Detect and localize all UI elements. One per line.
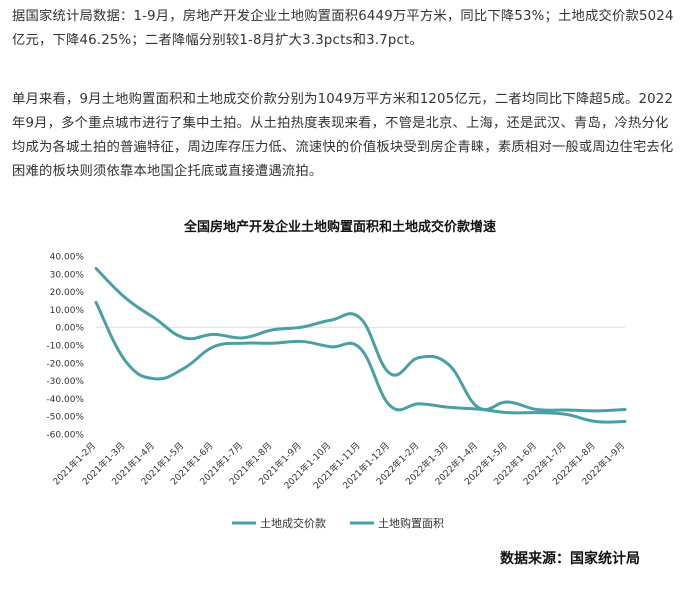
article-paragraph-2: 单月来看，9月土地购置面积和土地成交价款分别为1049万平方米和1205亿元，二… — [12, 92, 674, 179]
y-tick-label: 30.00% — [50, 270, 85, 280]
y-tick-label: 40.00% — [50, 253, 85, 263]
data-source: 数据来源：国家统计局 — [500, 551, 640, 567]
series-line-land-purchase-area — [94, 300, 627, 424]
legend-label: 土地成交价款 — [260, 516, 326, 530]
y-tick-label: -10.00% — [46, 342, 84, 352]
y-tick-label: -30.00% — [46, 377, 84, 387]
y-tick-label: -60.00% — [46, 431, 84, 441]
line-chart: 全国房地产开发企业土地购置面积和土地成交价款增速 40.00% 30.00% 20.… — [0, 210, 688, 597]
y-tick-label: 10.00% — [50, 306, 85, 316]
y-tick-label: -40.00% — [46, 395, 84, 405]
y-tick-label: 20.00% — [50, 288, 85, 298]
chart-title: 全国房地产开发企业土地购置面积和土地成交价款增速 — [183, 219, 496, 235]
y-tick-label: -20.00% — [46, 359, 84, 369]
y-tick-label: 0.00% — [55, 324, 84, 334]
article-paragraph-1: 据国家统计局数据：1-9月，房地产开发企业土地购置面积6449万平方米，同比下降… — [12, 9, 674, 48]
y-tick-label: -50.00% — [46, 413, 84, 423]
series-line-land-transaction-price — [94, 266, 627, 413]
legend-label: 土地购置面积 — [378, 516, 444, 530]
